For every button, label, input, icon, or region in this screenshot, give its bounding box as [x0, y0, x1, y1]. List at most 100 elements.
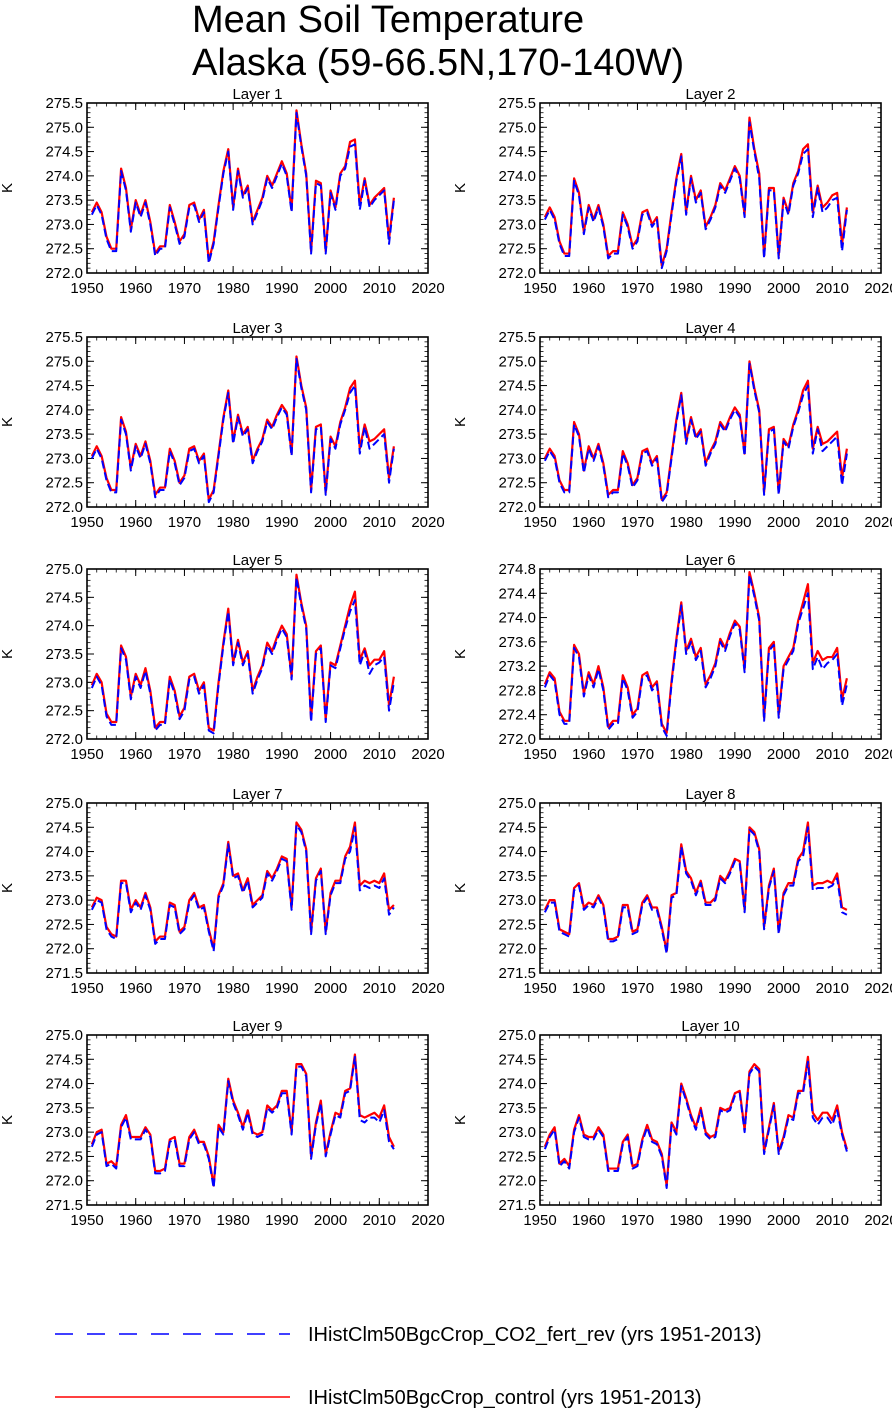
x-tick-label: 2000 — [314, 1212, 347, 1229]
x-tick-label: 2020 — [864, 280, 892, 297]
y-tick-label: 274.5 — [45, 1051, 83, 1068]
x-tick-label: 1970 — [621, 280, 654, 297]
x-tick-label: 1990 — [265, 1212, 298, 1229]
x-tick-label: 1980 — [216, 514, 249, 531]
x-tick-label: 2010 — [816, 280, 849, 297]
y-tick-label: 274.8 — [498, 561, 536, 578]
x-tick-label: 2000 — [767, 746, 800, 763]
y-tick-label: 273.2 — [498, 658, 536, 675]
y-tick-label: 274.0 — [45, 618, 83, 635]
x-tick-label: 1990 — [718, 280, 751, 297]
series-control-line — [543, 821, 848, 953]
series-control-line — [90, 573, 395, 732]
y-tick-label: 273.6 — [498, 634, 536, 651]
x-tick-label: 1970 — [168, 514, 201, 531]
panel-8: Layer 8 K 1950 1960 1970 1980 1990 2000 2010 2020… — [452, 786, 892, 997]
panel-7: Layer 7 K 1950 1960 1970 1980 1990 2000 2010 2020… — [0, 786, 445, 997]
y-axis-label: K — [452, 183, 469, 193]
series-co2-fert-rev-line — [543, 826, 848, 955]
x-tick-label: 1970 — [621, 746, 654, 763]
y-tick-label: 274.0 — [498, 844, 536, 861]
x-tick-label: 2010 — [363, 514, 396, 531]
y-tick-label: 271.5 — [498, 1197, 536, 1214]
plot-frame — [86, 802, 429, 974]
y-tick-label: 273.5 — [498, 868, 536, 885]
y-tick-label: 271.5 — [45, 965, 83, 982]
y-axis-label: K — [452, 417, 469, 427]
y-tick-label: 274.5 — [498, 378, 536, 395]
y-tick-label: 272.4 — [498, 707, 536, 724]
plot-frame — [539, 102, 882, 274]
x-tick-label: 2020 — [864, 746, 892, 763]
y-tick-label: 272.5 — [45, 475, 83, 492]
panel-4: Layer 4 K 1950 1960 1970 1980 1990 2000 2010 2020… — [452, 320, 892, 531]
series-co2-fert-rev-line — [90, 576, 395, 735]
y-tick-label: 273.5 — [498, 426, 536, 443]
plot-frame — [539, 1034, 882, 1206]
panel-title: Layer 5 — [232, 552, 282, 569]
x-tick-label: 1970 — [621, 1212, 654, 1229]
y-tick-label: 273.5 — [45, 868, 83, 885]
y-tick-label: 272.0 — [45, 265, 83, 282]
x-tick-label: 1980 — [669, 514, 702, 531]
x-tick-label: 1970 — [168, 746, 201, 763]
y-tick-label: 273.0 — [45, 674, 83, 691]
y-tick-label: 275.0 — [45, 353, 83, 370]
x-tick-label: 2020 — [864, 1212, 892, 1229]
y-tick-label: 275.0 — [45, 1027, 83, 1044]
y-tick-label: 275.0 — [498, 795, 536, 812]
legend: IHistClm50BgcCrop_CO2_fert_rev (yrs 1951… — [55, 1324, 762, 1409]
y-tick-label: 275.0 — [45, 119, 83, 136]
y-tick-label: 275.0 — [498, 119, 536, 136]
x-tick-label: 2010 — [363, 280, 396, 297]
y-tick-label: 273.5 — [45, 426, 83, 443]
x-tick-label: 1950 — [70, 514, 103, 531]
x-tick-label: 1950 — [70, 280, 103, 297]
y-tick-label: 273.5 — [45, 1100, 83, 1117]
x-tick-label: 2000 — [314, 980, 347, 997]
x-tick-label: 1960 — [119, 746, 152, 763]
x-tick-label: 1960 — [119, 514, 152, 531]
y-tick-label: 271.5 — [45, 1197, 83, 1214]
y-tick-label: 272.5 — [45, 703, 83, 720]
x-tick-label: 1950 — [523, 980, 556, 997]
plot-frame — [86, 1034, 429, 1206]
y-axis-label: K — [0, 649, 16, 659]
panels: Layer 1 K 1950 1960 1970 1980 1990 2000 2010 2020… — [0, 86, 892, 1229]
figure-title-line-1: Mean Soil Temperature — [192, 0, 584, 41]
panel-3: Layer 3 K 1950 1960 1970 1980 1990 2000 2010 2020… — [0, 320, 445, 531]
x-tick-label: 1990 — [718, 514, 751, 531]
x-tick-label: 1990 — [718, 980, 751, 997]
plot-frame — [539, 336, 882, 508]
series-co2-fert-rev-line — [90, 1055, 395, 1189]
x-tick-label: 2010 — [363, 1212, 396, 1229]
y-tick-label: 273.0 — [498, 1124, 536, 1141]
x-tick-label: 2000 — [314, 280, 347, 297]
x-tick-label: 1960 — [572, 980, 605, 997]
y-tick-label: 272.0 — [45, 731, 83, 748]
x-tick-label: 1960 — [572, 1212, 605, 1229]
y-tick-label: 275.0 — [498, 1027, 536, 1044]
panel-6: Layer 6 K 1950 1960 1970 1980 1990 2000 2010 2020… — [452, 552, 892, 763]
series-control-line — [90, 355, 395, 501]
x-tick-label: 2020 — [411, 280, 444, 297]
series-control-line — [543, 360, 848, 501]
panel-title: Layer 8 — [685, 786, 735, 803]
panel-title: Layer 9 — [232, 1018, 282, 1035]
x-tick-label: 1990 — [265, 980, 298, 997]
y-tick-label: 275.0 — [45, 795, 83, 812]
x-tick-label: 1950 — [523, 1212, 556, 1229]
figure-title-line-2: Alaska (59-66.5N,170-140W) — [192, 42, 684, 84]
y-axis-label: K — [0, 183, 16, 193]
legend-label-control: IHistClm50BgcCrop_control (yrs 1951-2013… — [308, 1387, 702, 1409]
y-axis-label: K — [0, 417, 16, 427]
x-tick-label: 1950 — [523, 746, 556, 763]
x-tick-label: 1980 — [669, 1212, 702, 1229]
x-tick-label: 1970 — [168, 980, 201, 997]
panel-5: Layer 5 K 1950 1960 1970 1980 1990 2000 2010 2020… — [0, 552, 445, 763]
series-control-line — [90, 109, 395, 262]
y-tick-label: 274.5 — [498, 144, 536, 161]
y-tick-label: 274.0 — [498, 610, 536, 627]
y-tick-label: 274.0 — [45, 1076, 83, 1093]
panel-2: Layer 2 K 1950 1960 1970 1980 1990 2000 2010 2020… — [452, 86, 892, 297]
